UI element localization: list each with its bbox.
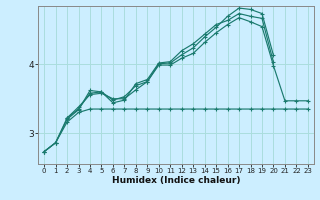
X-axis label: Humidex (Indice chaleur): Humidex (Indice chaleur) [112, 176, 240, 185]
